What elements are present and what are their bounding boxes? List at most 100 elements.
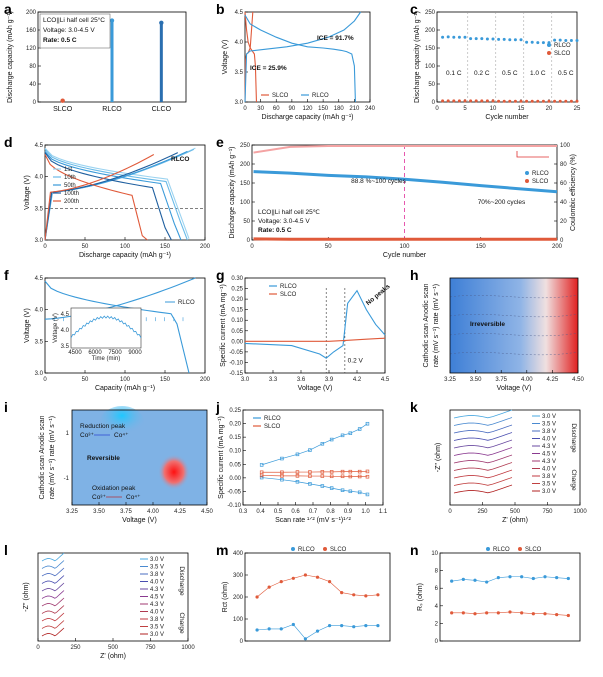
y-tick-label: 40 [560,200,567,206]
legend-label: RLCO [554,43,571,49]
x-tick-label: 0 [448,509,452,515]
series-line-RLCO [244,14,356,103]
x-tick-label: 0.8 [326,509,335,515]
series-line-RLCO [253,170,558,194]
data-point-RLCO [480,37,484,41]
data-point-RLCO [485,37,489,41]
y-tick-label: 0 [247,238,251,244]
y-tick-label: -0.10 [229,360,243,366]
data-point-RLCO-anodic [308,448,312,452]
data-point-RLCO [473,578,477,582]
data-point-RLCO [575,38,579,42]
x-tick-label: 150 [160,377,171,383]
data-point-SLCO-cathodic [348,474,353,479]
series-line-RLCO-charge [244,11,362,103]
data-point-RLCO [541,41,545,45]
data-point-SLCO [513,99,517,103]
annotation-co3: Co³⁺ [92,494,106,501]
annotation-co4: Co⁴⁺ [126,494,141,501]
data-point-RLCO [303,637,308,641]
heatmap-contour [449,332,579,337]
data-point-RLCO [525,40,529,44]
data-point-RLCO [555,576,559,580]
x-tick-label: 100 [120,377,131,383]
x-tick-label: CLCO [152,106,172,113]
data-point-SLCO [340,591,344,595]
data-point-RLCO [315,629,320,633]
x-tick-label: 150 [318,106,329,112]
data-point-SLCO [364,594,368,598]
data-point-SLCO [267,585,271,589]
x-tick-label: 50 [82,244,89,250]
data-point-RLCO-cathodic [357,490,362,495]
y-tick-label: 0.10 [229,449,241,455]
x-axis-label: Voltage (V) [298,385,333,392]
y-tick-label: 150 [425,46,436,52]
data-point-RLCO-cathodic [320,484,325,488]
data-point-RLCO [520,575,524,579]
x-tick-label: 3.25 [444,377,456,383]
x-tick-label: 150 [476,244,487,250]
y-tick-label: 4 [435,604,439,610]
y-tick-label: 8 [435,569,439,575]
plot-frame-h [449,277,579,374]
bar-cap-CLCO [159,20,164,25]
data-point-RLCO [485,580,489,584]
x-axis-label: Z' (ohm) [100,653,126,660]
legend-label: RLCO [493,547,510,553]
legend-label: 3.8 V [542,474,556,480]
y-tick-label: 4.0 [35,308,44,314]
data-point-RLCO [267,627,271,631]
x-tick-label: 90 [289,106,296,112]
data-point-RLCO [536,41,540,45]
inset-frame [70,307,142,349]
data-point-SLCO-cathodic [259,473,264,478]
data-point-SLCO [441,99,445,103]
y-tick-label: 0.00 [231,339,243,345]
y-axis-label: rate (mV s⁻¹) rate (mV s⁻¹) [433,284,440,367]
data-point-SLCO [463,99,467,103]
panel-letter-i: i [4,399,8,415]
plot-frame-b [244,11,371,103]
legend-label: RLCO [264,416,281,422]
data-point-SLCO [553,99,557,103]
data-point-SLCO [473,612,477,616]
data-point-SLCO-anodic [329,470,334,474]
y-tick-label: 20 [560,219,567,225]
y-tick-label: 100 [560,143,571,149]
y-tick-label: 100 [233,617,244,623]
annotation-ice-slco: ICE = 25.9% [250,65,287,72]
legend-label: 3.0 V [542,489,556,495]
data-point-RLCO-anodic [340,433,345,438]
x-tick-label: 4.2 [353,377,362,383]
x-tick-label: 3.75 [120,509,132,515]
x-tick-label: 3.50 [470,377,482,383]
data-point-RLCO-anodic [348,431,353,435]
x-tick-label: 1000 [573,509,587,515]
x-tick-label: 50 [82,377,89,383]
legend-label: RLCO [532,171,549,177]
data-point-SLCO [446,99,450,103]
y-axis-label: -Z'' (ohm) [23,582,30,612]
x-tick-label: 100 [399,244,410,250]
y-tick-label: 3.0 [35,371,44,377]
data-point-SLCO [303,573,308,577]
data-point-SLCO-cathodic [357,474,362,479]
x-tick-label: 4.50 [201,509,213,515]
legend-label: SLCO [525,547,542,553]
discharge-curve-1st [44,147,190,239]
data-point-SLCO [502,99,506,103]
inset-curve [70,315,142,339]
data-point-SLCO-anodic [357,469,362,474]
x-tick-label: 0 [243,106,247,112]
annotation-retention-200: 70%~200 cycles [478,199,526,206]
legend-label: SLCO [272,93,289,99]
data-point-SLCO-cathodic [280,474,284,478]
data-point-SLCO [315,575,320,579]
data-point-SLCO [279,580,283,584]
y-tick-label: -1 [64,476,70,482]
x-tick-label: 10 [490,106,497,112]
x-tick-label: 3.75 [495,377,507,383]
y-tick-label: 0.25 [229,408,241,414]
